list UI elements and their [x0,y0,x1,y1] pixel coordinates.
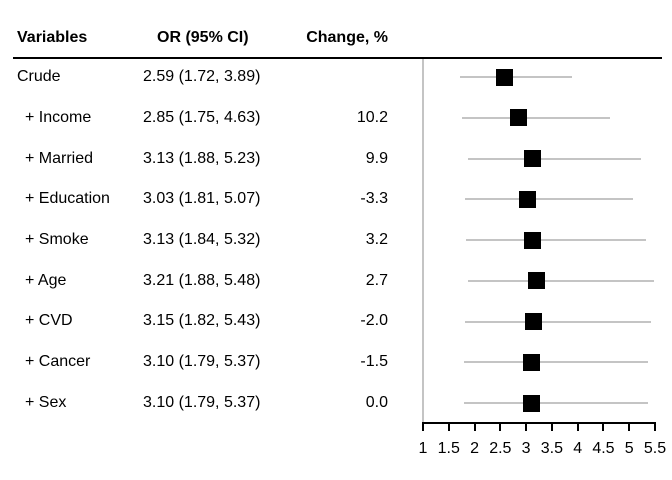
x-axis-tick-label: 5 [624,440,634,457]
x-axis-tick [550,424,553,431]
ci-line [460,76,572,78]
row-variable: + Age [25,272,67,289]
ci-line [464,198,633,201]
table-row: + Sex 3.10 (1.79, 5.37) 0.0 [0,392,420,414]
header-divider-line [13,57,662,59]
x-axis-tick-label: 3.5 [540,440,563,457]
ci-line [468,279,654,282]
x-axis-tick [499,424,502,431]
row-variable: Crude [17,68,61,85]
table-row: + Age 3.21 (1.88, 5.48) 2.7 [0,270,420,292]
table-row: + Married 3.13 (1.88, 5.23) 9.9 [0,148,420,170]
x-axis-tick-label: 4 [573,440,583,457]
x-axis-tick [628,424,631,431]
row-change-pct: -1.5 [360,353,388,370]
ci-line [465,320,652,323]
x-axis-tick-label: 4.5 [592,440,615,457]
x-axis-tick [447,424,450,431]
or-marker [522,353,540,371]
x-axis-baseline [422,422,656,424]
row-change-pct: 10.2 [356,109,388,126]
x-axis-tick [525,424,528,431]
column-header-variables: Variables [17,29,88,46]
row-variable: + Income [25,109,92,126]
x-axis-tick-label: 1.5 [437,440,460,457]
or-marker [525,313,543,330]
row-or-ci: 3.15 (1.82, 5.43) [143,312,261,329]
ci-line [463,361,649,364]
table-row: + Cancer 3.10 (1.79, 5.37) -1.5 [0,351,420,373]
row-or-ci: 2.85 (1.75, 4.63) [143,109,261,126]
x-axis-tick-label: 1 [418,440,428,457]
row-variable: + Smoke [25,231,89,248]
row-variable: + Cancer [25,353,91,370]
column-header-or-ci: OR (95% CI) [157,29,249,46]
or-marker [496,68,514,86]
or-marker [522,394,540,412]
ci-line [466,239,646,241]
x-axis-tick-label: 2 [470,440,479,457]
x-axis-tick-label: 3 [521,440,531,457]
x-axis-tick [602,424,605,431]
table-row: + CVD 3.15 (1.82, 5.43) -2.0 [0,310,420,332]
row-change-pct: -2.0 [360,312,388,329]
row-variable: + Married [25,150,94,167]
row-change-pct: -3.3 [360,190,388,207]
table-row: + Smoke 3.13 (1.84, 5.32) 3.2 [0,229,420,251]
x-axis-tick [422,424,424,431]
row-or-ci: 3.10 (1.79, 5.37) [143,394,261,411]
row-or-ci: 3.03 (1.81, 5.07) [143,190,261,207]
row-or-ci: 3.10 (1.79, 5.37) [143,353,261,370]
or-marker [509,109,527,127]
or-marker [519,190,537,208]
x-axis-tick-label: 2.5 [489,440,512,457]
or-marker [524,150,542,167]
row-variable: + Education [25,190,110,207]
row-variable: + Sex [25,394,67,411]
x-axis-tick [576,424,579,431]
row-change-pct: 0.0 [365,394,388,411]
x-axis-tick [473,424,476,431]
column-header-change-pct: Change, % [306,29,388,46]
row-or-ci: 3.13 (1.88, 5.23) [143,150,261,167]
row-variable: + CVD [25,312,73,329]
row-change-pct: 9.9 [365,150,388,167]
plot-left-boundary-line [422,59,424,423]
row-or-ci: 3.21 (1.88, 5.48) [143,272,261,289]
x-axis-tick-label: 5.5 [643,440,667,457]
ci-line [463,402,649,404]
ci-line [468,157,642,160]
x-axis-tick [654,424,656,431]
row-change-pct: 2.7 [365,272,388,289]
table-row: + Income 2.85 (1.75, 4.63) 10.2 [0,107,420,129]
row-or-ci: 3.13 (1.84, 5.32) [143,231,261,248]
row-or-ci: 2.59 (1.72, 3.89) [143,68,261,85]
ci-line [461,116,611,119]
row-change-pct: 3.2 [365,231,388,248]
or-marker [528,272,546,290]
table-row: Crude 2.59 (1.72, 3.89) [0,66,420,88]
or-marker [524,231,542,249]
table-row: + Education 3.03 (1.81, 5.07) -3.3 [0,188,420,210]
